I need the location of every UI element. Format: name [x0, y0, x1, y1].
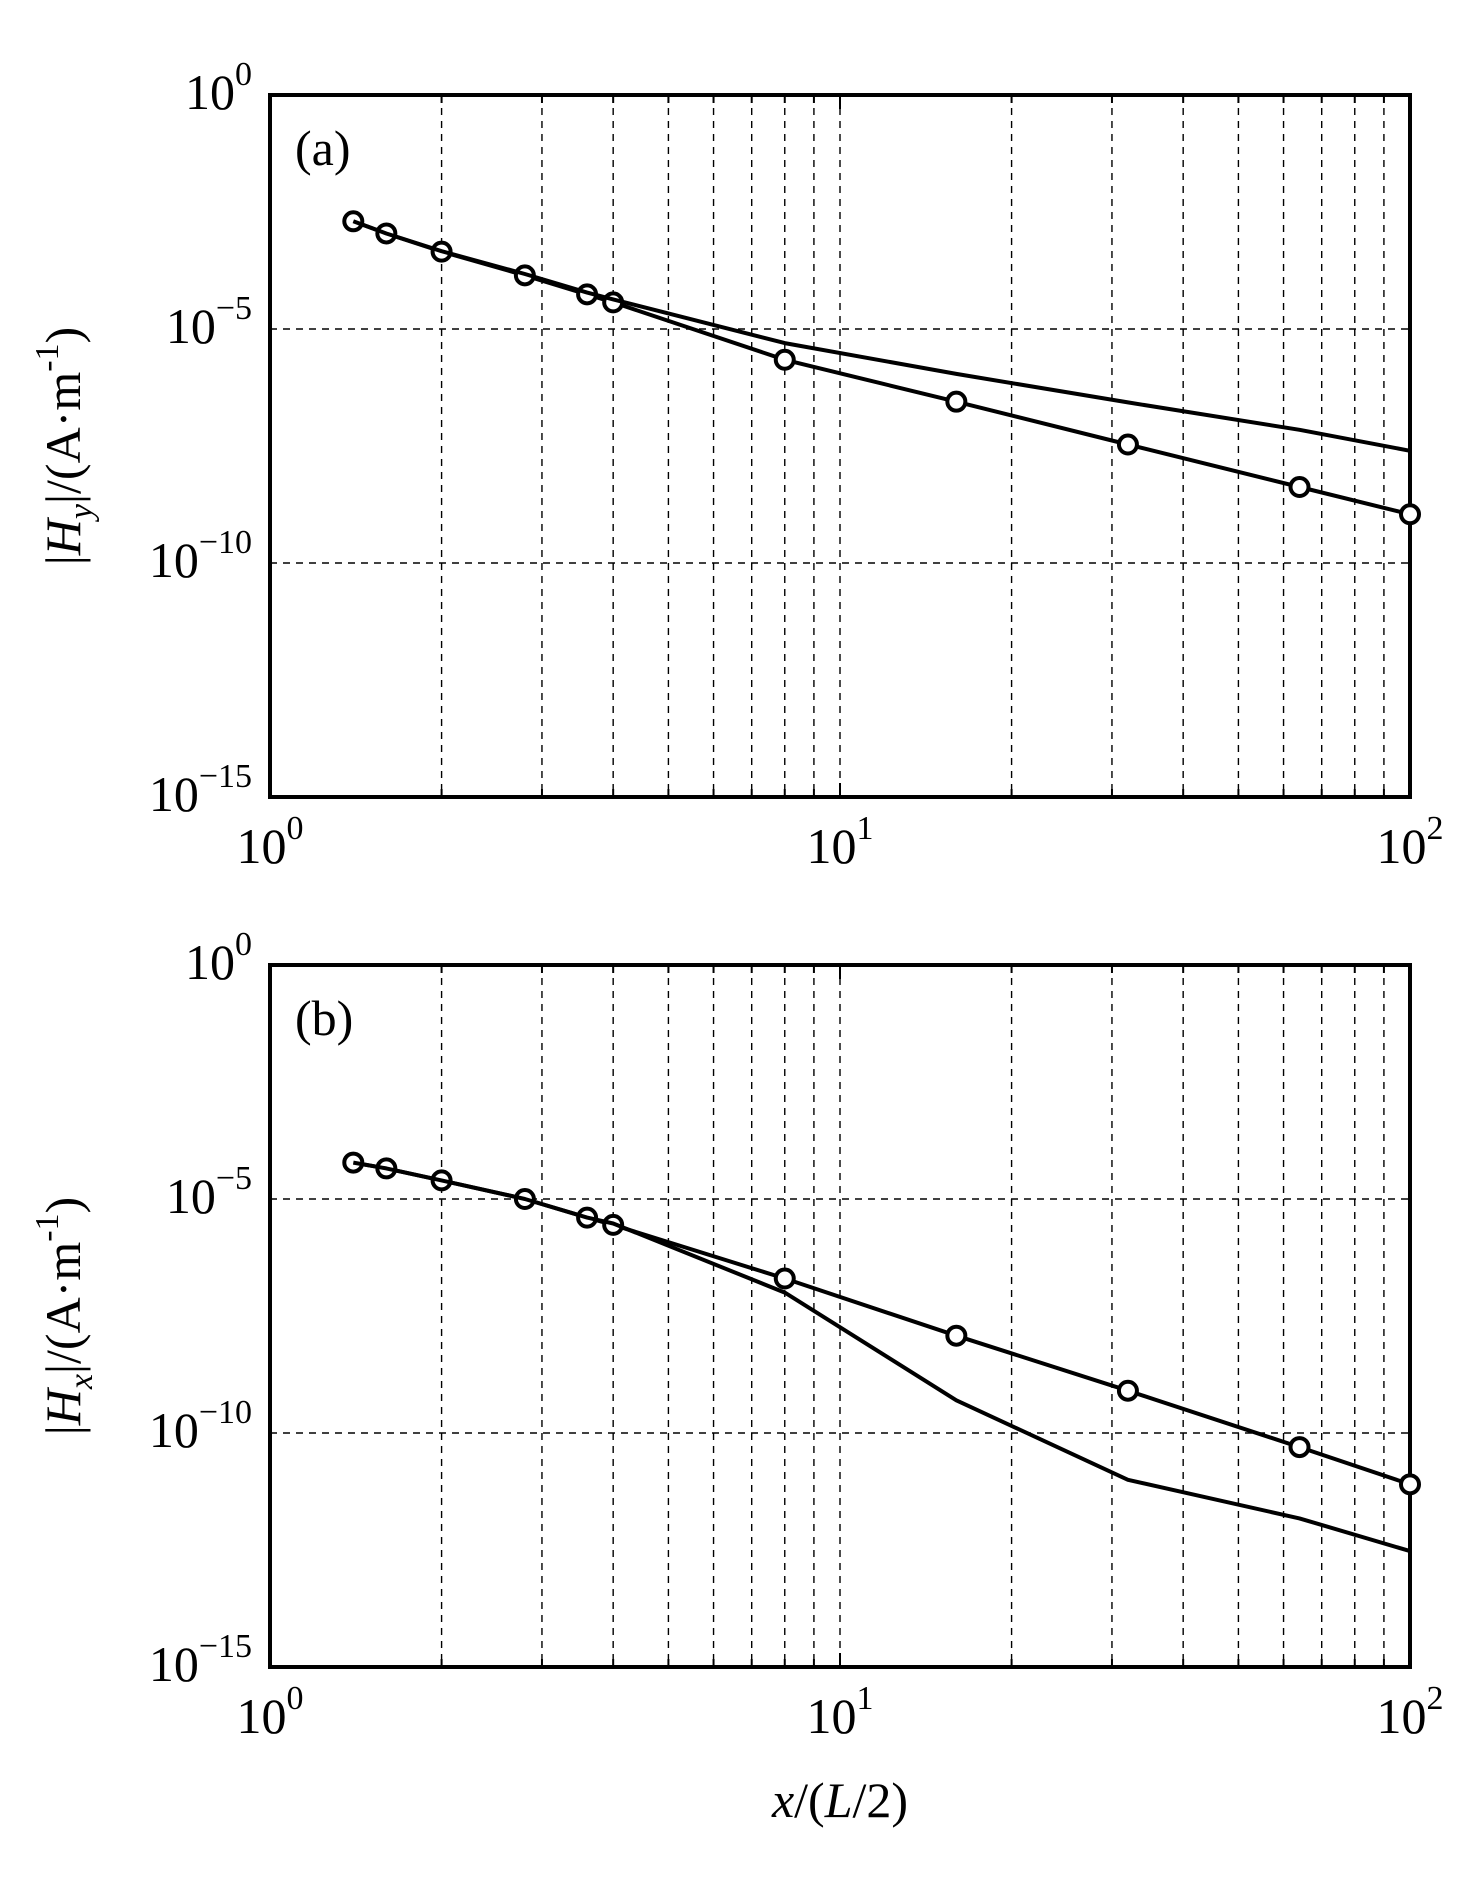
tick-marks	[440, 965, 1385, 1667]
y-label-symbol: H	[35, 1386, 91, 1426]
x-tick-exponent: 2	[1427, 1680, 1444, 1717]
y-tick-exponent: 0	[235, 56, 252, 93]
y-label-part: )	[35, 327, 91, 344]
y-label-part: |	[35, 1425, 91, 1435]
y-tick-label: 10−10	[149, 1394, 252, 1458]
y-tick-base: 10	[185, 64, 235, 120]
x-label-symbol: L	[824, 1772, 853, 1828]
x-tick-label: 100	[237, 1680, 304, 1744]
y-axis-label: |Hx|/(A·m-1)	[29, 1197, 100, 1435]
y-axis-label: |Hy|/(A·m-1)	[29, 327, 100, 565]
y-tick-base: 10	[149, 532, 199, 588]
y-tick-label: 10−15	[149, 1628, 252, 1692]
y-tick-label: 10−5	[166, 1160, 252, 1224]
x-tick-exponent: 1	[857, 810, 874, 847]
x-tick-exponent: 0	[287, 810, 304, 847]
x-tick-base: 10	[807, 1688, 857, 1744]
y-tick-exponent: 0	[235, 926, 252, 963]
x-label-symbol: x	[771, 1772, 794, 1828]
y-tick-exponent: −10	[199, 1394, 252, 1431]
x-tick-label: 102	[1377, 1680, 1444, 1744]
x-tick-exponent: 0	[287, 1680, 304, 1717]
data-point	[945, 1324, 968, 1347]
series-line	[352, 219, 1411, 453]
data-point	[1288, 1436, 1311, 1459]
y-tick-exponent: −5	[216, 1160, 252, 1197]
y-label-part: |/(A·m	[35, 1242, 91, 1374]
x-axis-label: x/(L/2)	[771, 1772, 908, 1828]
x-tick-label: 100	[237, 810, 304, 874]
grid	[270, 965, 1410, 1667]
y-tick-exponent: −15	[199, 758, 252, 795]
y-label-part: |	[35, 555, 91, 565]
data-point	[773, 1267, 796, 1290]
x-tick-base: 10	[1377, 818, 1427, 874]
y-label-superscript: -1	[29, 343, 66, 371]
series-with-markers	[342, 1151, 1421, 1496]
series-line	[352, 219, 1411, 517]
y-tick-base: 10	[149, 766, 199, 822]
x-tick-exponent: 2	[1427, 810, 1444, 847]
data-point	[1116, 1379, 1139, 1402]
x-tick-label: 101	[807, 810, 874, 874]
y-tick-label: 10−10	[149, 524, 252, 588]
panel-label: (a)	[295, 120, 351, 176]
y-tick-base: 10	[149, 1402, 199, 1458]
y-tick-exponent: −15	[199, 1628, 252, 1665]
series-plain	[352, 1160, 1411, 1554]
y-tick-base: 10	[149, 1636, 199, 1692]
y-tick-base: 10	[166, 1168, 216, 1224]
data-point	[342, 210, 365, 233]
y-tick-base: 10	[185, 934, 235, 990]
y-tick-label: 100	[185, 56, 252, 120]
series-with-markers	[342, 210, 1421, 526]
x-tick-base: 10	[237, 818, 287, 874]
x-tick-label: 102	[1377, 810, 1444, 874]
data-point	[773, 348, 796, 371]
x-tick-label: 101	[807, 1680, 874, 1744]
y-tick-label: 10−15	[149, 758, 252, 822]
y-label-part: )	[35, 1197, 91, 1214]
chart-panel-b: 100 101 10210010−510−1010−15(b)|Hx|/(A·m-1…	[29, 926, 1444, 1828]
x-tick-exponent: 1	[857, 1680, 874, 1717]
series-plain	[352, 219, 1411, 453]
x-tick-base: 10	[237, 1688, 287, 1744]
y-label-subscript: x	[63, 1374, 100, 1390]
y-label-symbol: H	[35, 516, 91, 556]
data-point	[1116, 433, 1139, 456]
series-line	[352, 1160, 1411, 1554]
x-tick-base: 10	[807, 818, 857, 874]
y-tick-exponent: −10	[199, 524, 252, 561]
chart-panel-a: 100 101 10210010−510−1010−15(a)|Hy|/(A·m-1…	[29, 56, 1444, 874]
y-label-subscript: y	[63, 503, 100, 522]
y-tick-base: 10	[166, 298, 216, 354]
data-point	[1399, 503, 1421, 526]
series-line	[352, 1160, 1411, 1487]
y-label-superscript: -1	[29, 1213, 66, 1241]
y-tick-exponent: −5	[216, 290, 252, 327]
x-label-part: /(	[794, 1772, 825, 1828]
grid	[270, 95, 1410, 797]
x-label-part: /2)	[853, 1772, 909, 1828]
y-label-part: |/(A·m	[35, 372, 91, 504]
data-point	[945, 390, 968, 413]
tick-marks	[440, 95, 1385, 797]
data-point	[1399, 1473, 1421, 1496]
x-tick-base: 10	[1377, 1688, 1427, 1744]
panel-label: (b)	[295, 990, 353, 1046]
y-tick-label: 100	[185, 926, 252, 990]
data-point	[1288, 476, 1311, 499]
y-tick-label: 10−5	[166, 290, 252, 354]
